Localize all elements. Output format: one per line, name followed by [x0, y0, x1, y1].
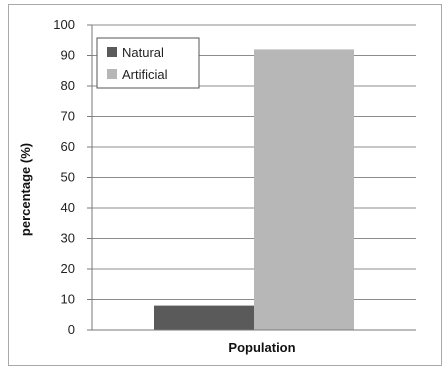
- y-tick-label: 80: [61, 78, 75, 93]
- bar-artificial: [254, 49, 354, 331]
- y-tick-label: 70: [61, 109, 75, 124]
- y-tick-label: 20: [61, 261, 75, 276]
- bar-natural: [154, 305, 254, 330]
- legend-label-artificial: Artificial: [122, 67, 168, 82]
- y-tick-label: 10: [61, 292, 75, 307]
- y-tick-label: 40: [61, 200, 75, 215]
- y-tick-label: 50: [61, 170, 75, 185]
- y-tick-label: 30: [61, 231, 75, 246]
- y-tick-label: 100: [53, 17, 75, 32]
- legend-swatch-natural: [107, 47, 117, 57]
- y-tick-label: 60: [61, 139, 75, 154]
- bars: [154, 49, 354, 331]
- x-axis-title: Population: [228, 340, 295, 355]
- y-tick-labels: 0 10 20 30 40 50 60 70 80 90 100: [53, 17, 75, 337]
- legend: Natural Artificial: [96, 37, 200, 89]
- legend-label-natural: Natural: [122, 45, 164, 60]
- legend-swatch-artificial: [107, 69, 117, 79]
- y-axis-title: percentage (%): [18, 143, 33, 236]
- y-tick-label: 90: [61, 48, 75, 63]
- legend-box: [96, 37, 200, 89]
- axes: [87, 24, 416, 331]
- y-tick-label: 0: [68, 322, 75, 337]
